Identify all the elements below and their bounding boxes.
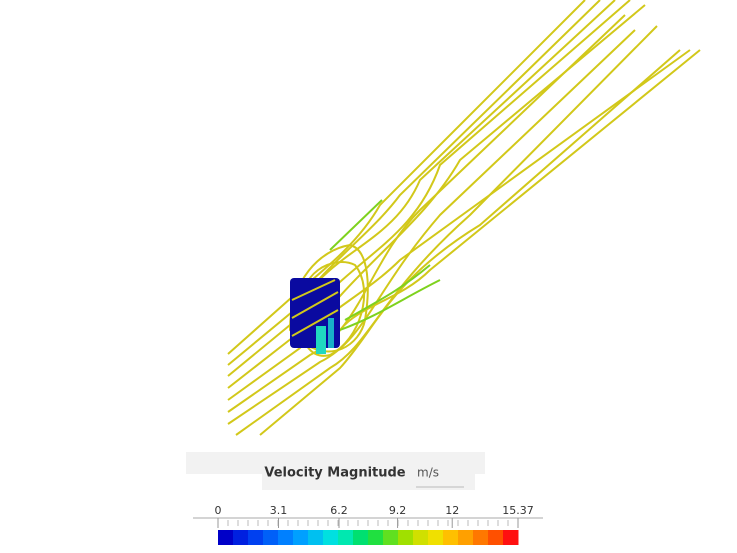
- color-swatch: [488, 530, 504, 545]
- color-swatch: [263, 530, 279, 545]
- tick-label: 3.1: [270, 504, 288, 517]
- color-swatch: [353, 530, 369, 545]
- tick-label: 0: [215, 504, 222, 517]
- color-swatch: [278, 530, 294, 545]
- color-swatch: [293, 530, 309, 545]
- tick-label: 9.2: [389, 504, 407, 517]
- obstacle: [290, 278, 340, 354]
- color-swatch: [308, 530, 324, 545]
- tick-label: 12: [445, 504, 459, 517]
- color-swatch: [368, 530, 384, 545]
- color-swatch: [398, 530, 414, 545]
- color-swatch: [428, 530, 444, 545]
- legend-header-inner: [262, 462, 475, 490]
- color-swatch: [473, 530, 489, 545]
- streamlines: [227, 0, 701, 436]
- color-swatch: [383, 530, 399, 545]
- legend-title: Velocity Magnitude: [264, 466, 405, 481]
- color-swatch: [248, 530, 264, 545]
- color-swatch: [443, 530, 459, 545]
- color-swatch: [218, 530, 234, 545]
- legend-unit[interactable]: m/s: [417, 466, 439, 480]
- color-swatch: [413, 530, 429, 545]
- tick-label: 15.37: [502, 504, 534, 517]
- color-swatch: [503, 530, 519, 545]
- tick-label: 6.2: [330, 504, 348, 517]
- color-swatch: [458, 530, 474, 545]
- colorbar: 0 3.1 6.2 9.2 12 15.37: [215, 504, 534, 545]
- color-swatch: [233, 530, 249, 545]
- color-swatch: [338, 530, 354, 545]
- color-swatch: [323, 530, 339, 545]
